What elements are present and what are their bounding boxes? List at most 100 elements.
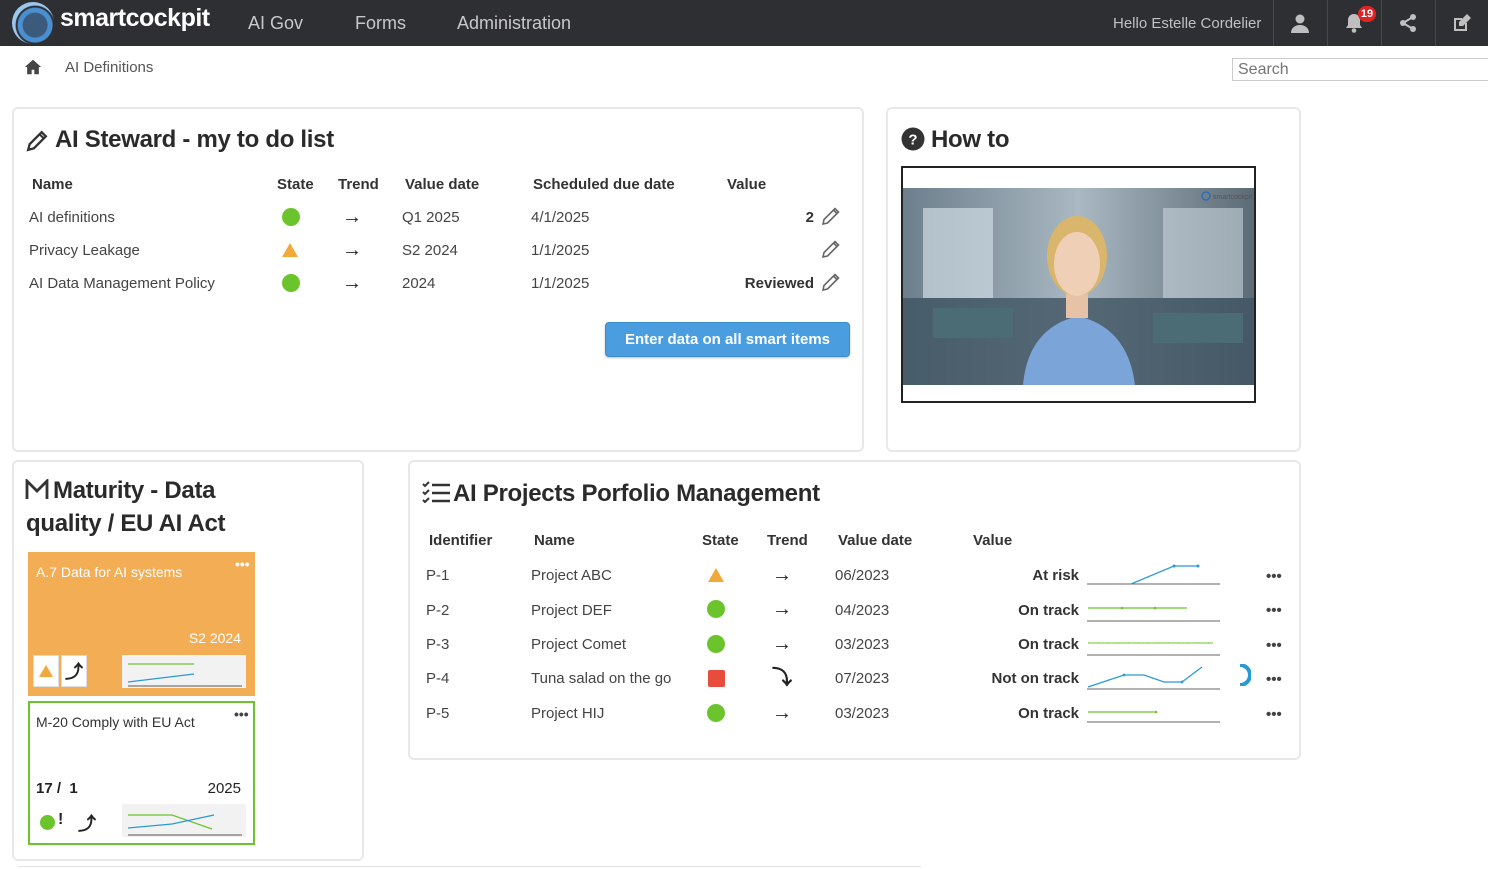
howto-title: How to (931, 126, 1010, 153)
todo-panel (12, 107, 864, 452)
user-greeting: Hello Estelle Cordelier (1113, 15, 1262, 32)
todo-header-due-date: Scheduled due date (533, 176, 675, 193)
card-menu-icon[interactable]: ••• (235, 556, 250, 572)
todo-row-due-date: 1/1/2025 (531, 242, 590, 259)
trend-arrow-icon: → (772, 702, 792, 724)
portfolio-row-value: At risk (1032, 567, 1079, 584)
portfolio-header-value-date: Value date (838, 532, 913, 549)
nav-forms[interactable]: Forms (355, 13, 406, 33)
portfolio-row-value: Not on track (991, 670, 1079, 687)
notifications-button[interactable]: 19 (1327, 0, 1380, 46)
card-title: M-20 Comply with EU Act (36, 714, 195, 730)
exclamation-icon: ! (58, 811, 64, 828)
row-sparkline (1087, 564, 1220, 585)
card-period: 2025 (207, 780, 241, 797)
portfolio-row-name[interactable]: Project HIJ (531, 705, 605, 722)
home-icon[interactable] (24, 58, 42, 76)
maturity-card[interactable]: M-20 Comply with EU Act ••• 17 / 1 2025 … (28, 701, 255, 845)
portfolio-row-id: P-5 (426, 705, 450, 722)
portfolio-row-value-date: 04/2023 (835, 602, 890, 619)
row-more-icon[interactable]: ••• (1266, 568, 1282, 585)
trend-arrow-icon: → (772, 598, 792, 620)
portfolio-row-value: On track (1018, 636, 1079, 653)
howto-video-player[interactable]: smartcockpit (901, 166, 1256, 403)
edit-button[interactable] (1435, 0, 1488, 46)
portfolio-header-trend: Trend (767, 532, 808, 549)
todo-row-name[interactable]: AI definitions (29, 209, 115, 226)
list-icon (422, 481, 450, 503)
portfolio-header-name: Name (534, 532, 575, 549)
state-warning-icon (282, 243, 298, 257)
loading-spinner-icon (1239, 664, 1251, 686)
todo-row-value-date: Q1 2025 (402, 209, 460, 226)
portfolio-row-value: On track (1018, 602, 1079, 619)
portfolio-row-value: On track (1018, 705, 1079, 722)
card-menu-icon[interactable]: ••• (234, 706, 249, 722)
portfolio-header-value: Value (973, 532, 1013, 549)
row-more-icon[interactable]: ••• (1266, 706, 1282, 723)
todo-header-name: Name (32, 176, 73, 193)
row-more-icon[interactable]: ••• (1266, 602, 1282, 619)
todo-header-value: Value (727, 176, 767, 193)
portfolio-row-name[interactable]: Project Comet (531, 636, 627, 653)
todo-header-value-date: Value date (405, 176, 480, 193)
edit-value-pencil-icon[interactable] (821, 272, 841, 292)
portfolio-header-state: State (702, 532, 739, 549)
row-more-icon[interactable]: ••• (1266, 637, 1282, 654)
user-button[interactable] (1273, 0, 1326, 46)
state-warning-icon (39, 665, 53, 677)
nav-ai-gov[interactable]: AI Gov (248, 13, 304, 33)
bottom-divider (18, 866, 921, 867)
card-period: S2 2024 (188, 630, 241, 646)
row-sparkline (1087, 606, 1220, 622)
row-more-icon[interactable]: ••• (1266, 671, 1282, 688)
nav-administration[interactable]: Administration (457, 13, 572, 33)
card-sparkline (122, 655, 246, 688)
edit-value-pencil-icon[interactable] (821, 206, 841, 226)
portfolio-row-id: P-1 (426, 567, 450, 584)
trend-arrow-icon: → (772, 633, 792, 655)
state-green-icon (282, 274, 300, 292)
pencil-icon (26, 130, 48, 152)
row-sparkline (1087, 642, 1220, 656)
search-input[interactable] (1232, 58, 1488, 81)
share-icon (1400, 14, 1416, 32)
state-green-icon (707, 600, 725, 618)
share-button[interactable] (1381, 0, 1434, 46)
state-green-icon (40, 815, 55, 830)
row-sparkline (1087, 710, 1220, 723)
maturity-m-icon (25, 479, 49, 499)
user-icon (1291, 14, 1309, 33)
todo-row-name[interactable]: Privacy Leakage (29, 242, 140, 259)
todo-row-name[interactable]: AI Data Management Policy (29, 275, 215, 292)
card-state-box (33, 655, 59, 687)
trend-down-icon: ⤵ (772, 667, 792, 689)
portfolio-row-id: P-2 (426, 602, 450, 619)
row-sparkline (1087, 666, 1220, 690)
todo-header-state: State (277, 176, 314, 193)
breadcrumb-current[interactable]: AI Definitions (65, 59, 154, 76)
todo-title: AI Steward - my to do list (55, 126, 334, 153)
app-logo[interactable]: smartcockpit (12, 2, 210, 44)
trend-arrow-icon: → (772, 564, 792, 586)
todo-row-value-date: S2 2024 (402, 242, 458, 259)
todo-row-due-date: 4/1/2025 (531, 209, 590, 226)
portfolio-row-id: P-3 (426, 636, 450, 653)
todo-row-due-date: 1/1/2025 (531, 275, 590, 292)
card-sparkline (122, 804, 246, 837)
portfolio-row-name[interactable]: Project DEF (531, 602, 612, 619)
maturity-title-line1: Maturity - Data (53, 477, 216, 504)
edit-value-pencil-icon[interactable] (821, 239, 841, 259)
notification-count-badge: 19 (1358, 6, 1376, 22)
enter-data-button[interactable]: Enter data on all smart items (605, 322, 850, 357)
portfolio-title: AI Projects Porfolio Management (453, 480, 820, 507)
maturity-title-line2: quality / EU AI Act (26, 510, 226, 537)
video-thumbnail: smartcockpit (903, 168, 1254, 401)
trend-arrow-icon: → (342, 272, 362, 294)
edit-icon (1454, 14, 1471, 31)
state-green-icon (707, 704, 725, 722)
portfolio-row-name[interactable]: Project ABC (531, 567, 612, 584)
maturity-card[interactable]: A.7 Data for AI systems ••• S2 2024 ⤴ (28, 552, 255, 696)
portfolio-row-name[interactable]: Tuna salad on the go (531, 670, 672, 687)
state-green-icon (707, 635, 725, 653)
